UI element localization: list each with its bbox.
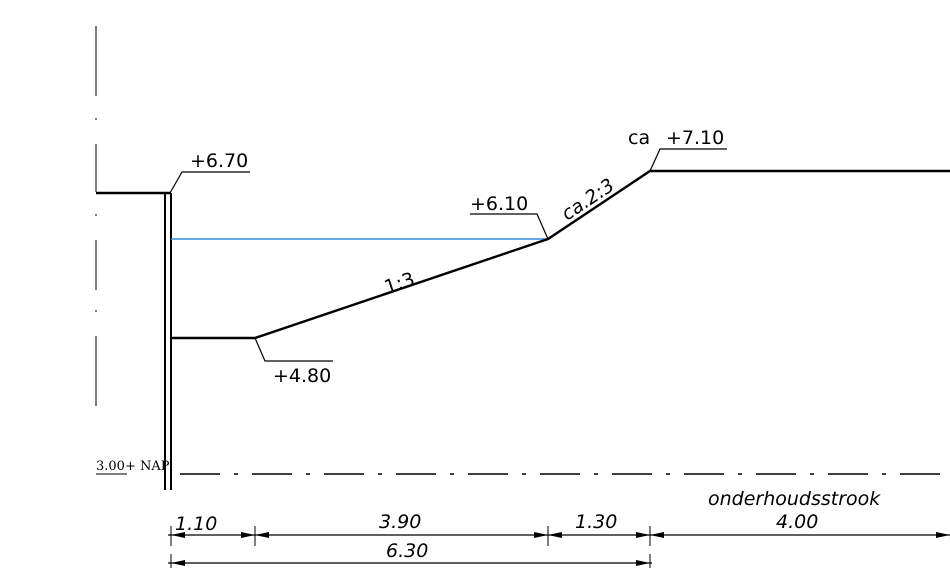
level-label-bottom: +4.80 xyxy=(273,365,331,387)
leader-top-left xyxy=(169,171,250,194)
channel-profile xyxy=(171,169,950,340)
leader-top-right xyxy=(649,148,727,172)
dimension-total: 6.30 xyxy=(386,540,428,562)
slope-label-upper: ca.2:3 xyxy=(558,174,619,225)
maintenance-strip-label: onderhoudsstrook xyxy=(708,488,881,510)
reference-level: 3.00+ NAP xyxy=(96,459,950,475)
dimension-2: 3.90 xyxy=(379,511,421,533)
dimension-row-2: 6.30 xyxy=(168,540,652,568)
level-label-top-left: +6.70 xyxy=(190,150,248,172)
reference-level-label: 3.00+ NAP xyxy=(96,459,170,474)
dimension-row-1: 1.10 3.90 1.30 4.00 xyxy=(168,511,950,546)
slope-label-lower: 1:3 xyxy=(382,268,418,299)
leader-water xyxy=(470,213,549,240)
level-label-top-right: +7.10 xyxy=(666,127,724,149)
dimension-1: 1.10 xyxy=(175,513,217,535)
leader-bottom xyxy=(254,337,333,362)
level-label-water: +6.10 xyxy=(470,193,528,215)
dimension-3: 1.30 xyxy=(575,511,617,533)
level-label-ca: ca xyxy=(628,127,650,149)
sheet-pile-wall xyxy=(164,193,172,490)
dimension-4: 4.00 xyxy=(776,511,818,533)
